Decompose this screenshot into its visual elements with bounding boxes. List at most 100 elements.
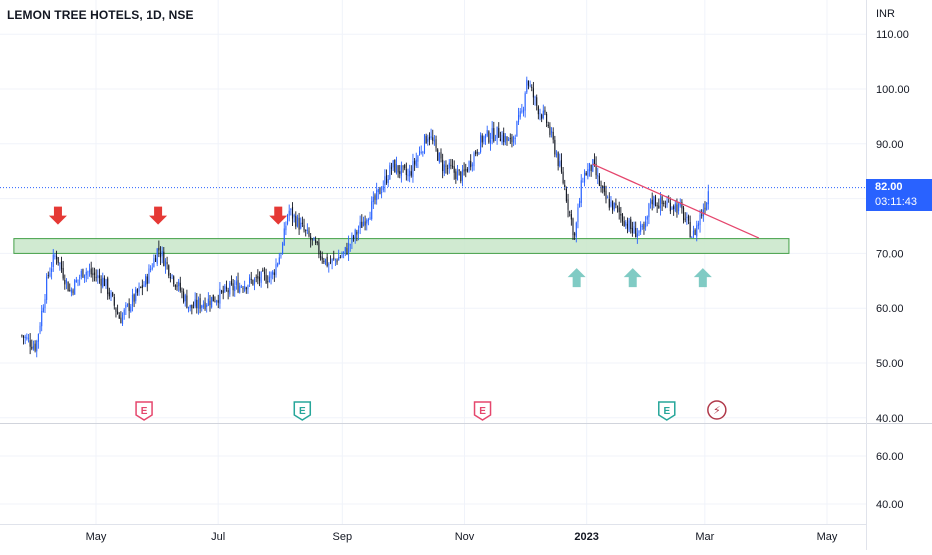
candle-up xyxy=(348,242,350,255)
candle-up xyxy=(351,235,353,244)
candle-up xyxy=(234,286,236,292)
candle-up xyxy=(583,172,586,183)
candle-up xyxy=(559,161,561,167)
candle-up xyxy=(496,126,498,139)
candle-down xyxy=(230,281,232,285)
candle-down xyxy=(701,214,703,216)
candle-up xyxy=(354,229,356,239)
candle-up xyxy=(207,298,209,306)
candle-down xyxy=(445,165,447,167)
candle-up xyxy=(275,264,277,275)
candle-up xyxy=(296,216,298,227)
candle-down xyxy=(453,166,455,173)
candle-down xyxy=(220,290,223,292)
candle-down xyxy=(181,291,183,292)
candle-up xyxy=(97,275,99,278)
drawings xyxy=(0,163,866,239)
candle-down xyxy=(55,255,58,260)
candle-up xyxy=(282,243,284,254)
candle-down xyxy=(69,289,71,291)
candle-down xyxy=(673,206,675,209)
candle-up xyxy=(288,210,290,216)
candle-up xyxy=(376,190,378,201)
candle-up xyxy=(278,257,280,265)
candle-down xyxy=(92,273,94,275)
price-tick-label: 70.00 xyxy=(876,248,904,260)
candle-down xyxy=(557,152,559,166)
candle-up xyxy=(587,169,589,177)
candle-up xyxy=(280,255,282,257)
candle-down xyxy=(405,169,407,176)
candle-down xyxy=(536,97,538,106)
candle-down xyxy=(154,258,157,262)
price-tick-label: 40.00 xyxy=(876,413,904,425)
candle-down xyxy=(590,164,592,171)
candle-up xyxy=(522,109,525,113)
candle-up xyxy=(400,165,402,176)
candle-down xyxy=(108,292,110,297)
candle-down xyxy=(506,136,508,141)
candle-up xyxy=(105,279,107,286)
candle-up xyxy=(343,251,345,254)
symbol-title[interactable]: LEMON TREE HOTELS, 1D, NSE xyxy=(7,8,194,22)
candle-down xyxy=(564,184,566,188)
candle-up xyxy=(150,268,152,270)
candle-up xyxy=(473,153,475,167)
candle-down xyxy=(93,272,96,275)
candle-down xyxy=(565,189,567,202)
candle-up xyxy=(201,305,203,309)
candle-down xyxy=(466,169,468,172)
candle-down xyxy=(255,277,257,278)
candle-down xyxy=(267,281,269,283)
candle-up xyxy=(145,275,147,286)
candle-down xyxy=(209,300,211,306)
candle-up xyxy=(666,202,668,205)
support-zone xyxy=(13,238,790,254)
candle-down xyxy=(21,335,23,337)
candle-down xyxy=(258,276,261,281)
candle-down xyxy=(60,261,63,270)
candle-down xyxy=(90,268,92,275)
candle-down xyxy=(141,285,143,289)
candle-up xyxy=(216,300,218,302)
candle-down xyxy=(217,300,219,303)
candle-down xyxy=(379,187,381,195)
candle-down xyxy=(499,138,501,142)
candle-down xyxy=(315,240,317,243)
candle-down xyxy=(503,132,505,142)
dividend-icon xyxy=(707,400,727,420)
candle-down xyxy=(192,307,195,309)
candle-down xyxy=(600,185,602,187)
candle-down xyxy=(191,304,193,309)
earnings-label: E xyxy=(663,406,670,417)
candle-up xyxy=(582,181,584,183)
candle-up xyxy=(521,110,523,112)
candle-down xyxy=(225,286,228,290)
candle-up xyxy=(508,139,510,141)
candle-down xyxy=(364,221,366,226)
candle-up xyxy=(412,160,414,177)
candle-up xyxy=(331,258,333,263)
candle-up xyxy=(456,170,459,181)
candle-down xyxy=(222,290,224,294)
candle-up xyxy=(613,202,615,210)
candle-down xyxy=(339,256,341,258)
dividend-label: ⚡ xyxy=(713,404,721,417)
resistance-down-arrow xyxy=(149,206,168,225)
last-price: 82.00 xyxy=(875,181,903,193)
candle-up xyxy=(54,255,56,257)
candle-up xyxy=(686,216,688,218)
earnings-label: E xyxy=(141,406,148,417)
candle-down xyxy=(263,272,265,274)
candle-up xyxy=(285,225,287,231)
candle-up xyxy=(407,174,409,177)
candle-up xyxy=(239,285,241,293)
candle-down xyxy=(204,302,206,309)
candle-down xyxy=(560,159,562,172)
candle-down xyxy=(311,238,313,240)
support-up-arrow xyxy=(693,268,712,288)
candle-down xyxy=(593,159,595,165)
candle-up xyxy=(121,314,124,325)
